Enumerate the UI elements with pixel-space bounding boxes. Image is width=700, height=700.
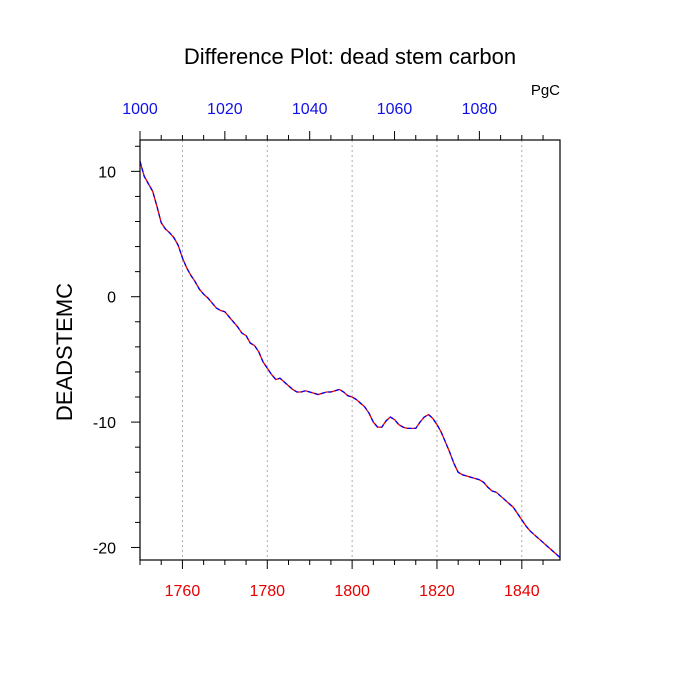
y-tick-label: 0 [107,290,116,307]
chart-title: Difference Plot: dead stem carbon [184,44,516,69]
series-line-dashed [139,161,561,558]
axes: 1760 1780 1800 1820 1840 1000 1020 1040 1060 1080… [93,101,544,600]
plot-frame [139,139,561,561]
top-tick-label: 1000 [122,101,158,118]
series-line-base [139,161,561,558]
x-tick-label: 1820 [419,583,455,600]
x-tick-label: 1780 [249,583,285,600]
y-axis-label: DEADSTEMC [52,283,77,421]
top-tick-label: 1080 [462,101,498,118]
top-tick-label: 1060 [377,101,413,118]
grid-lines [182,140,523,560]
x-tick-label: 1760 [165,583,201,600]
x-tick-label: 1840 [504,583,540,600]
y-tick-label: -20 [93,540,116,557]
plot-area [139,161,561,558]
units-label: PgC [531,82,560,99]
top-tick-label: 1020 [207,101,243,118]
y-tick-label: 10 [98,164,116,181]
x-tick-label: 1800 [334,583,370,600]
top-tick-label: 1040 [292,101,328,118]
y-tick-label: -10 [93,415,116,432]
